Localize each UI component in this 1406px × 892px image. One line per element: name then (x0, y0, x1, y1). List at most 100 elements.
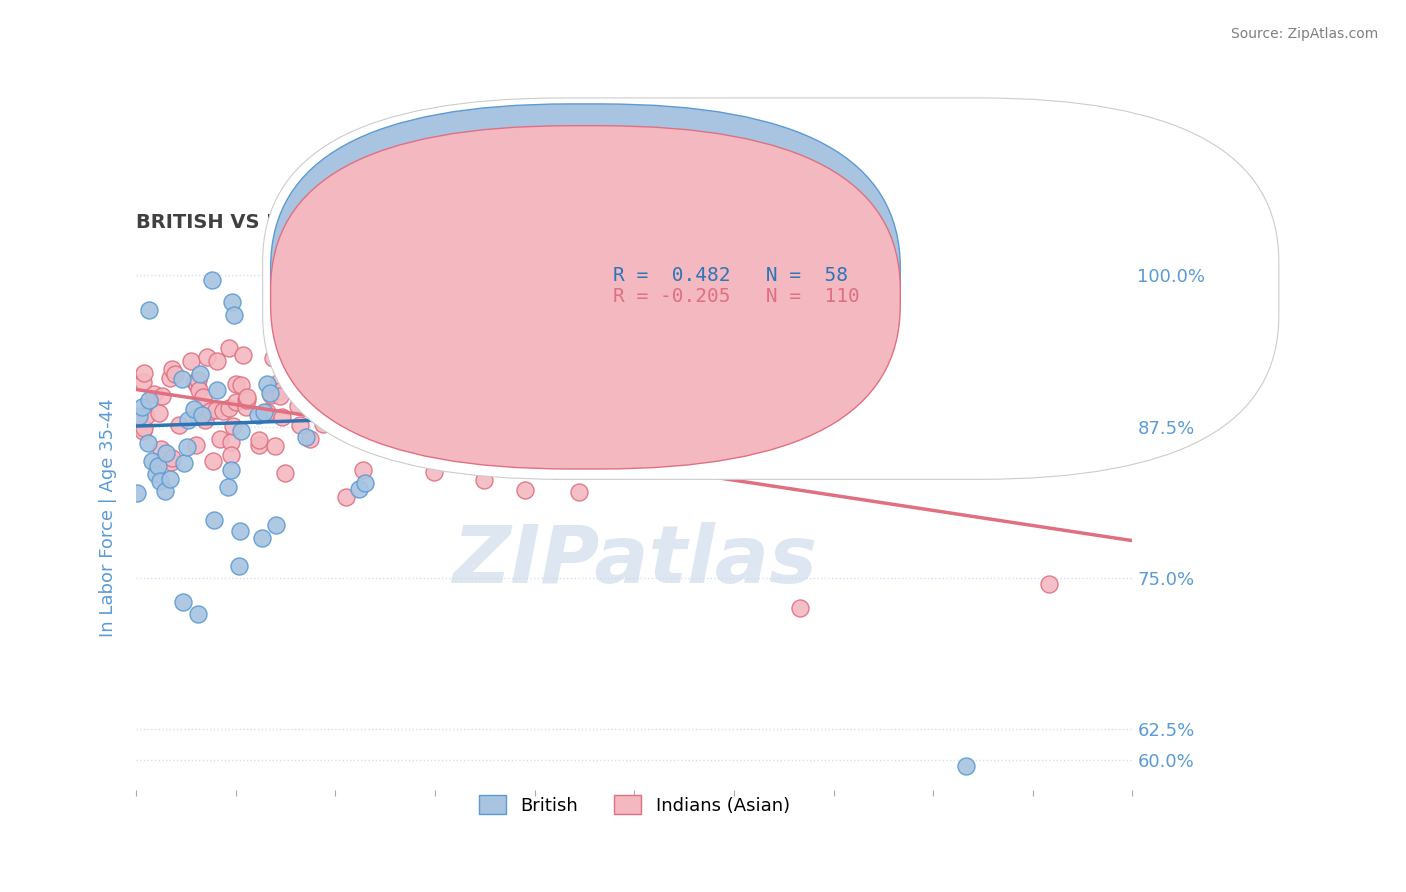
Point (339, 420, 361, 434)
Point (187, 409, 209, 424)
Point (789, 601, 811, 615)
Point (132, 376, 155, 390)
Point (267, 375, 290, 389)
Point (335, 491, 357, 505)
Point (195, 351, 218, 365)
Point (315, 406, 337, 420)
Point (568, 485, 591, 500)
Point (221, 448, 243, 462)
Point (420, 382, 443, 396)
Point (323, 405, 346, 419)
Point (426, 397, 449, 411)
Point (187, 373, 209, 387)
Point (496, 440, 519, 454)
Point (253, 404, 276, 418)
Point (359, 414, 381, 428)
Point (274, 467, 297, 481)
Point (180, 353, 202, 368)
Text: ZIPatlas: ZIPatlas (451, 522, 817, 600)
Point (269, 384, 291, 399)
Point (352, 463, 374, 477)
Point (212, 404, 235, 418)
Point (259, 386, 281, 401)
Point (370, 405, 392, 419)
Point (205, 383, 228, 397)
Point (148, 406, 170, 420)
Point (173, 456, 195, 470)
Point (191, 390, 214, 404)
Point (170, 371, 193, 385)
Point (219, 434, 242, 449)
Point (472, 439, 495, 453)
Y-axis label: In Labor Force | Age 35-44: In Labor Force | Age 35-44 (100, 398, 117, 637)
Point (138, 392, 160, 407)
Point (188, 383, 211, 397)
Point (217, 479, 239, 493)
Point (187, 607, 209, 622)
Point (367, 405, 389, 419)
Point (567, 441, 589, 455)
Point (955, 758, 977, 772)
Point (457, 337, 479, 351)
Point (186, 377, 208, 392)
Point (360, 373, 382, 387)
Point (513, 483, 536, 497)
Point (159, 371, 181, 385)
Point (145, 467, 167, 482)
Point (218, 341, 240, 355)
Point (247, 438, 270, 452)
Point (269, 389, 291, 403)
Point (128, 409, 150, 424)
Legend: British, Indians (Asian): British, Indians (Asian) (471, 788, 797, 822)
Point (361, 409, 384, 423)
Point (274, 326, 297, 340)
Point (422, 465, 444, 479)
Point (298, 396, 321, 410)
Point (191, 408, 214, 422)
Point (342, 315, 364, 329)
Point (247, 433, 270, 447)
Point (640, 428, 662, 442)
Point (332, 411, 354, 425)
FancyBboxPatch shape (270, 126, 900, 469)
Point (222, 418, 245, 433)
Point (402, 362, 425, 376)
Point (443, 349, 465, 363)
Point (353, 476, 375, 491)
Point (183, 402, 205, 417)
Point (221, 463, 243, 477)
Point (167, 417, 190, 432)
Point (531, 245, 554, 260)
Point (509, 247, 531, 261)
Point (235, 393, 257, 408)
Point (146, 458, 169, 473)
Point (260, 388, 283, 402)
Point (503, 459, 526, 474)
Point (132, 366, 155, 380)
Point (201, 273, 224, 287)
Point (450, 395, 472, 409)
Point (177, 413, 200, 427)
Point (419, 410, 441, 425)
Point (418, 419, 440, 434)
Point (131, 400, 153, 414)
Point (1038, 577, 1060, 591)
Point (264, 517, 287, 532)
Point (138, 303, 160, 318)
Point (463, 431, 485, 445)
Point (159, 472, 181, 486)
Point (247, 408, 270, 422)
Point (429, 449, 451, 463)
Point (149, 442, 172, 456)
Point (382, 320, 405, 334)
Point (291, 390, 314, 404)
Point (155, 483, 177, 498)
Point (150, 389, 173, 403)
Point (295, 430, 318, 444)
Point (709, 265, 731, 279)
Point (232, 348, 254, 362)
Point (198, 404, 221, 418)
Point (311, 417, 333, 432)
Point (138, 436, 160, 450)
Point (165, 368, 187, 382)
